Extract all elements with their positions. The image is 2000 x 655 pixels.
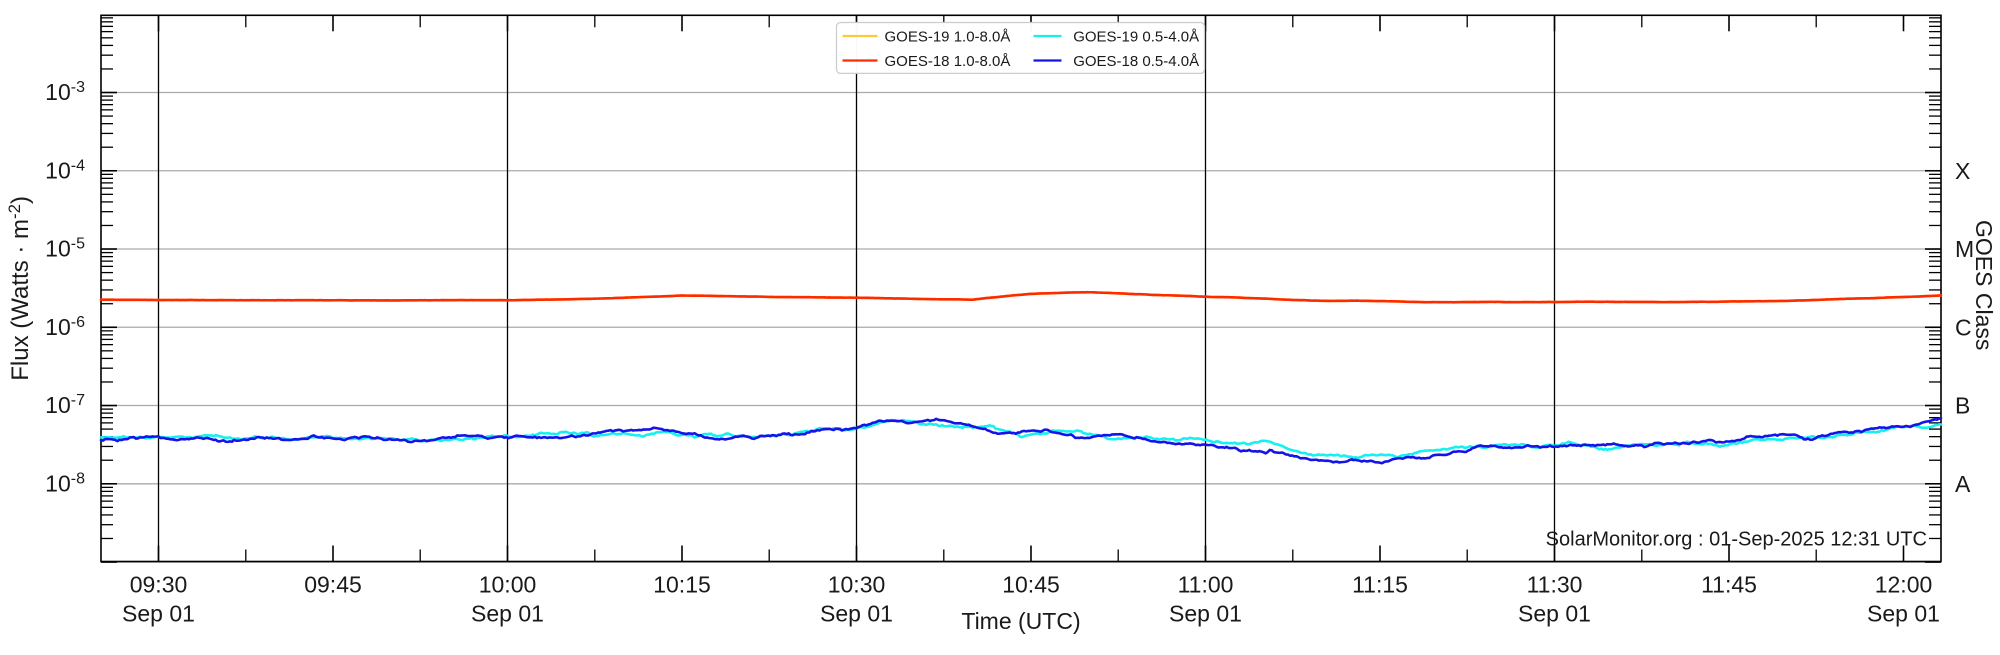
svg-text:10:30: 10:30 xyxy=(828,572,886,598)
svg-text:10:45: 10:45 xyxy=(1002,572,1060,598)
svg-text:09:30: 09:30 xyxy=(130,572,188,598)
svg-text:11:15: 11:15 xyxy=(1352,572,1408,598)
svg-text:X: X xyxy=(1955,158,1970,184)
svg-text:11:30: 11:30 xyxy=(1527,572,1583,598)
svg-text:GOES-18 0.5-4.0Å: GOES-18 0.5-4.0Å xyxy=(1073,53,1199,70)
svg-text:Time (UTC): Time (UTC) xyxy=(961,608,1080,634)
svg-text:Flux (Watts · m-2): Flux (Watts · m-2) xyxy=(5,196,34,381)
svg-text:Sep 01: Sep 01 xyxy=(820,601,893,627)
svg-text:12:00: 12:00 xyxy=(1875,572,1933,598)
svg-text:A: A xyxy=(1955,471,1971,497)
svg-text:Sep 01: Sep 01 xyxy=(471,601,544,627)
svg-text:Sep 01: Sep 01 xyxy=(1867,601,1940,627)
svg-text:10:15: 10:15 xyxy=(653,572,711,598)
svg-text:SolarMonitor.org : 01-Sep-2025: SolarMonitor.org : 01-Sep-2025 12:31 UTC xyxy=(1546,529,1927,551)
svg-text:C: C xyxy=(1955,314,1972,340)
svg-text:10:00: 10:00 xyxy=(479,572,537,598)
svg-text:09:45: 09:45 xyxy=(304,572,362,598)
svg-text:Sep 01: Sep 01 xyxy=(1169,601,1242,627)
svg-text:11:45: 11:45 xyxy=(1701,572,1757,598)
svg-text:Sep 01: Sep 01 xyxy=(1518,601,1591,627)
svg-text:GOES-18 1.0-8.0Å: GOES-18 1.0-8.0Å xyxy=(885,53,1011,70)
svg-text:GOES-19 1.0-8.0Å: GOES-19 1.0-8.0Å xyxy=(885,29,1011,46)
svg-text:GOES-19 0.5-4.0Å: GOES-19 0.5-4.0Å xyxy=(1073,29,1199,46)
svg-text:B: B xyxy=(1955,393,1970,419)
svg-text:GOES Class: GOES Class xyxy=(1971,220,1997,350)
svg-text:Sep 01: Sep 01 xyxy=(122,601,195,627)
svg-text:11:00: 11:00 xyxy=(1178,572,1234,598)
